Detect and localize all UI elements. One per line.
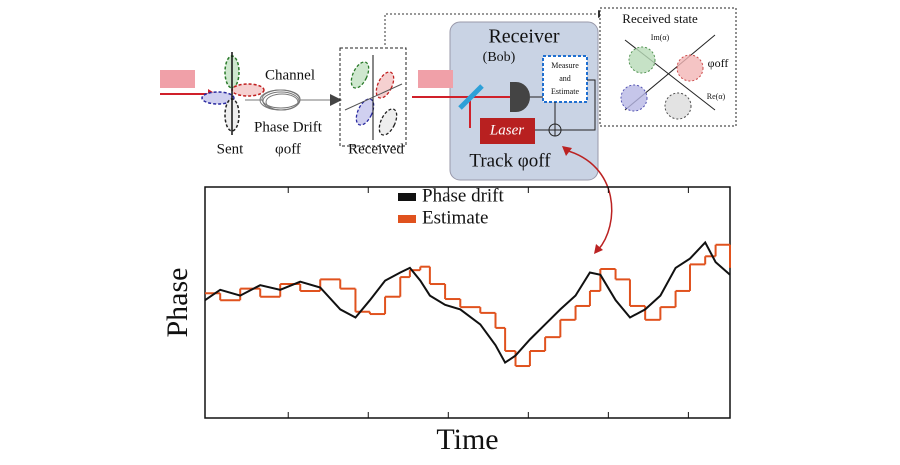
legend-label: Phase drift <box>422 185 505 206</box>
laser-label: Laser <box>489 122 524 138</box>
re-label: Re(α) <box>707 92 726 101</box>
measure-line: Estimate <box>551 87 579 96</box>
laser <box>480 118 535 144</box>
measure-box <box>542 55 588 103</box>
pulse <box>160 70 195 88</box>
link-arrow <box>564 149 613 251</box>
state-title: Received state <box>622 11 698 26</box>
detector <box>510 82 530 112</box>
coil-head <box>330 94 342 106</box>
legend-label: Estimate <box>422 207 488 228</box>
bob-label: (Bob) <box>483 50 516 65</box>
dotted-link <box>384 13 598 45</box>
received-box <box>339 47 407 147</box>
received-states <box>350 61 398 136</box>
channel-label: Channel <box>265 67 315 83</box>
measure-line: Measure <box>551 61 579 70</box>
phi-label: φoff <box>275 141 301 157</box>
receiver-label: Receiver <box>488 26 559 48</box>
legend-swatch <box>398 193 416 201</box>
phi-state-label: φoff <box>708 56 729 70</box>
legend-swatch <box>398 215 416 223</box>
state-blobs <box>620 46 704 120</box>
measure-line: and <box>559 74 571 83</box>
coil <box>245 89 335 111</box>
sent-label: Sent <box>217 141 245 157</box>
y-axis-label: Phase <box>161 268 194 338</box>
diagram: Sent Channel Phase Drift φoff Received <box>160 7 737 254</box>
received-label: Received <box>348 141 404 157</box>
beam-splitter <box>458 84 484 110</box>
wire <box>560 79 596 131</box>
arrow-head <box>562 146 572 156</box>
series-line <box>204 240 731 365</box>
phase-drift-label: Phase Drift <box>254 119 323 135</box>
plot-frame <box>204 186 731 419</box>
arrow-head <box>594 244 603 254</box>
im-label: Im(α) <box>651 33 670 42</box>
axis <box>344 83 403 111</box>
pulse <box>418 70 453 88</box>
track-label: Track φoff <box>469 150 551 171</box>
x-axis-label: Time <box>436 423 498 456</box>
